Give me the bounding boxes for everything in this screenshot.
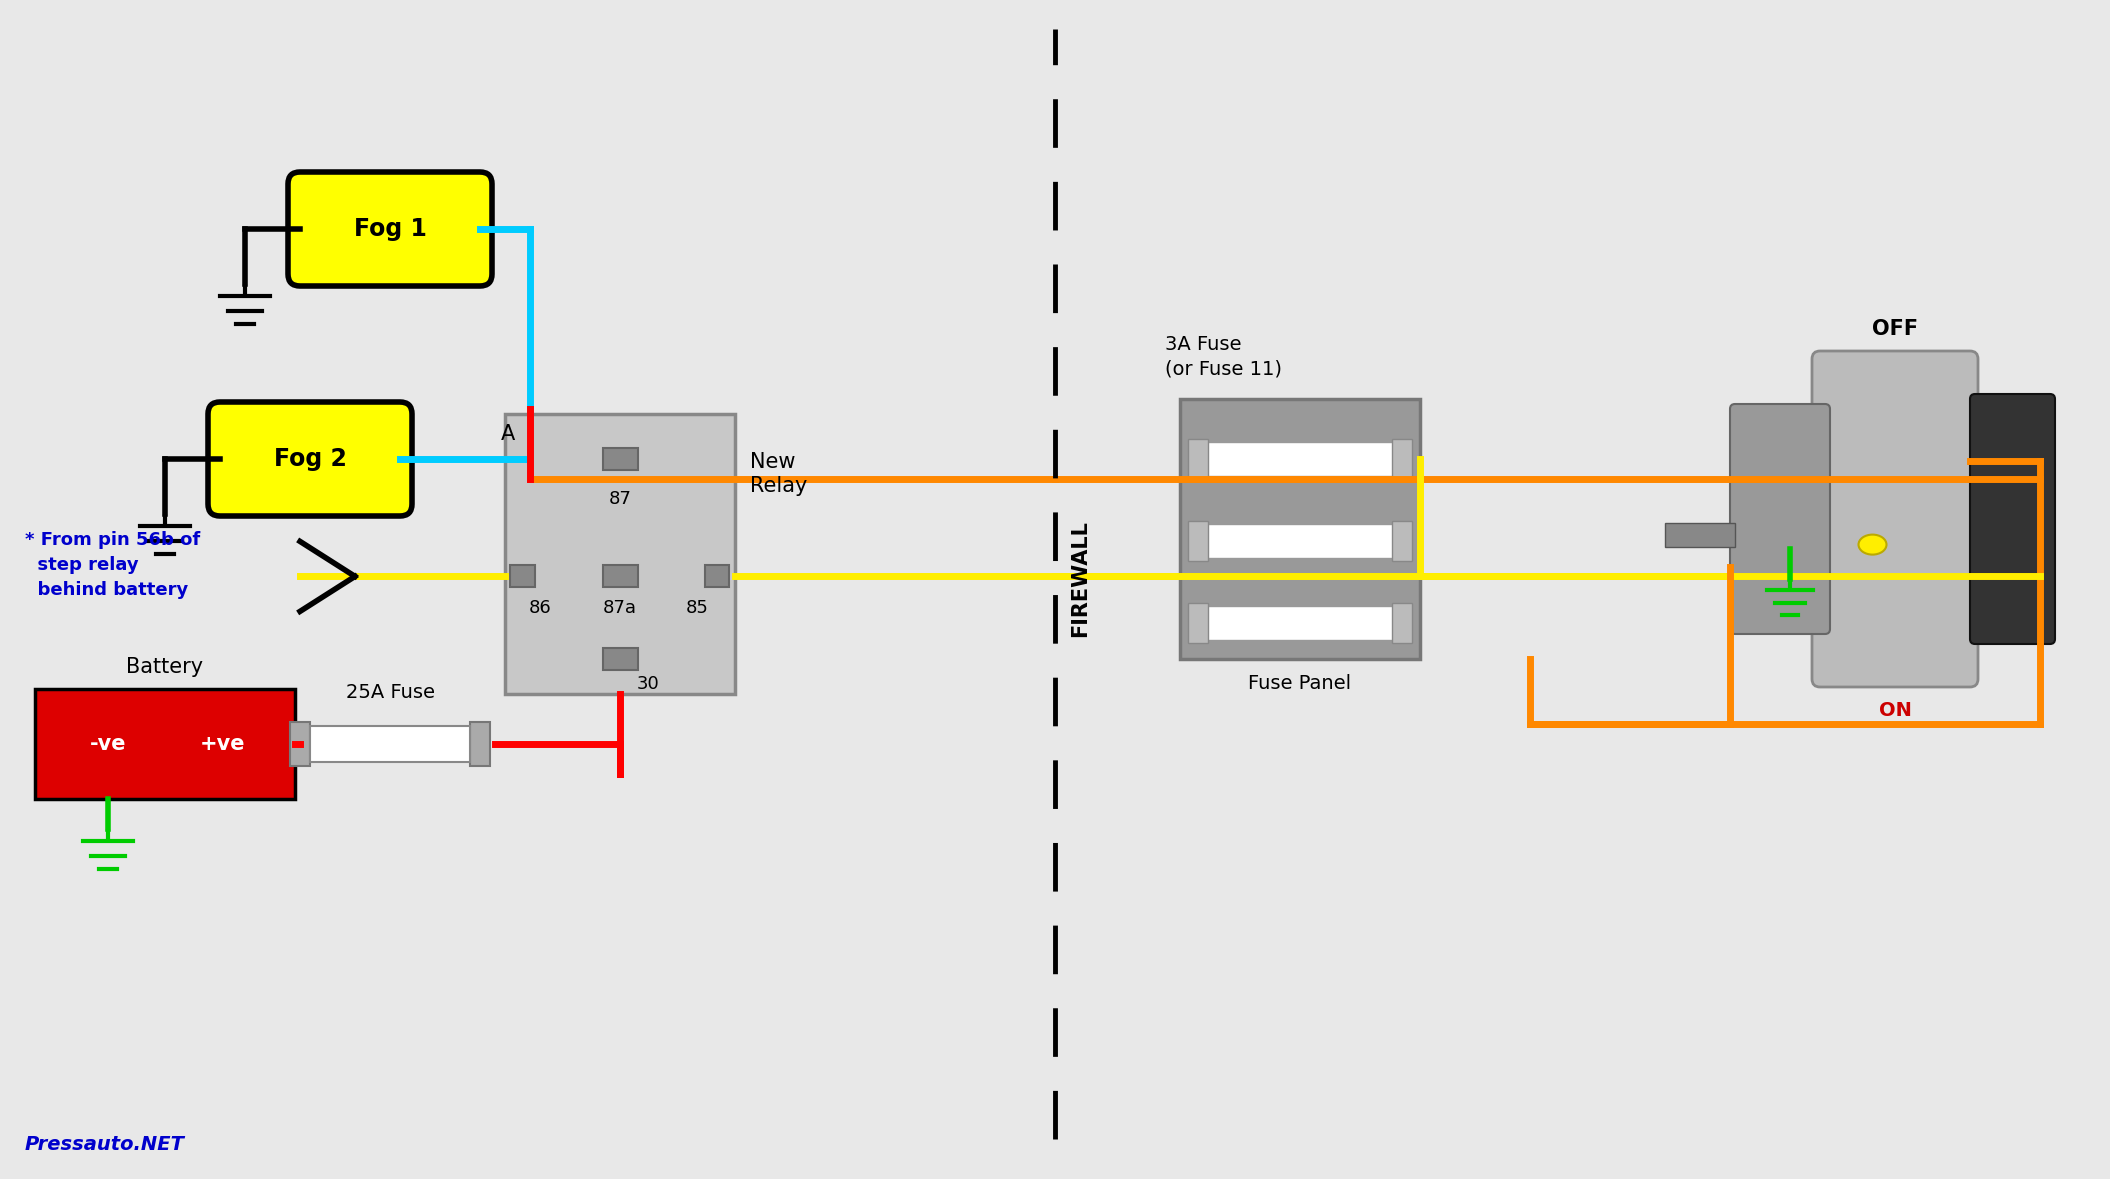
FancyBboxPatch shape: [1730, 404, 1829, 634]
Text: New
Relay: New Relay: [749, 453, 808, 495]
Bar: [1188, 602, 1209, 643]
Bar: [1205, 442, 1395, 476]
Bar: [1188, 521, 1209, 561]
Bar: [1205, 523, 1395, 558]
Text: Fog 1: Fog 1: [354, 217, 426, 241]
FancyBboxPatch shape: [287, 172, 492, 286]
Bar: [289, 722, 310, 766]
Bar: [603, 648, 637, 670]
Text: 25A Fuse: 25A Fuse: [346, 683, 435, 702]
Bar: [1188, 439, 1209, 479]
Text: Fog 2: Fog 2: [274, 447, 346, 470]
Text: FIREWALL: FIREWALL: [1070, 521, 1091, 638]
FancyBboxPatch shape: [1971, 394, 2055, 644]
Bar: [603, 566, 637, 587]
Text: -ve: -ve: [89, 735, 127, 755]
Bar: [603, 448, 637, 470]
FancyBboxPatch shape: [1812, 351, 1977, 687]
Bar: [310, 726, 471, 762]
Text: Pressauto.NET: Pressauto.NET: [25, 1135, 186, 1154]
Text: A: A: [500, 424, 515, 444]
Text: 87: 87: [608, 490, 631, 508]
Bar: [511, 566, 534, 587]
Bar: [1179, 399, 1420, 659]
Bar: [504, 414, 734, 694]
Text: Battery: Battery: [127, 657, 203, 677]
Text: +ve: +ve: [200, 735, 245, 755]
Bar: [705, 566, 730, 587]
Ellipse shape: [1859, 534, 1886, 554]
Text: OFF: OFF: [1872, 320, 1918, 340]
Bar: [471, 722, 490, 766]
Text: 85: 85: [686, 599, 709, 618]
Bar: [1393, 521, 1412, 561]
Text: 86: 86: [530, 599, 551, 618]
Bar: [1665, 523, 1734, 547]
Bar: [1393, 439, 1412, 479]
Text: 3A Fuse
(or Fuse 11): 3A Fuse (or Fuse 11): [1165, 335, 1283, 378]
Text: Fuse Panel: Fuse Panel: [1249, 674, 1353, 693]
Bar: [36, 689, 295, 799]
Text: 30: 30: [637, 676, 658, 693]
Bar: [1393, 602, 1412, 643]
FancyBboxPatch shape: [209, 402, 411, 516]
Bar: [1205, 606, 1395, 640]
Text: 87a: 87a: [603, 599, 637, 618]
Text: * From pin 56b of
  step relay
  behind battery: * From pin 56b of step relay behind batt…: [25, 532, 200, 599]
Text: ON: ON: [1878, 702, 1912, 720]
